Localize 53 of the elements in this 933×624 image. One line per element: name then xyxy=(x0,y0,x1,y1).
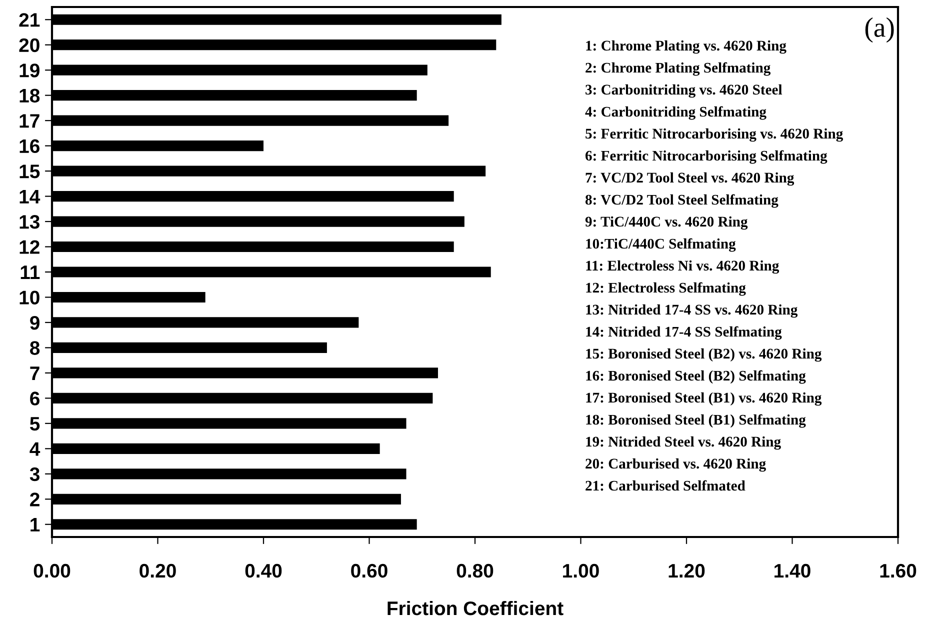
annotation: 1: Chrome Plating vs. 4620 Ring xyxy=(586,40,786,54)
y-tick-label: 10 xyxy=(20,290,40,304)
y-tick-label: 16 xyxy=(20,139,40,154)
x-tick-label: 1.60 xyxy=(880,564,916,578)
annotation: 10:TiC/440C Selfmating xyxy=(586,238,736,252)
x-tick-label: 0.00 xyxy=(34,564,70,578)
y-tick-label: 18 xyxy=(20,88,40,103)
y-tick-label: 17 xyxy=(20,114,40,128)
annotation: 4: Carbonitriding Selfmating xyxy=(585,106,766,120)
x-tick-label: 1.00 xyxy=(563,564,599,578)
annotation: 21: Carburised Selfmated xyxy=(586,480,746,491)
annotation: 12: Electroless Selfmating xyxy=(586,282,746,296)
annotation: 15: Boronised Steel (B2) vs. 4620 Ring xyxy=(586,348,822,362)
y-tick-label: 19 xyxy=(20,64,40,78)
y-tick-label: 3 xyxy=(30,467,40,482)
annotation: 11: Electroless Ni vs. 4620 Ring xyxy=(586,260,780,274)
y-tick-label: 13 xyxy=(20,214,40,229)
x-tick-label: 1.40 xyxy=(774,564,810,578)
y-tick-label: 14 xyxy=(20,190,40,204)
x-tick-label: 0.80 xyxy=(456,564,494,578)
annotation: 19: Nitrided Steel vs. 4620 Ring xyxy=(586,436,781,450)
y-tick-label: 21 xyxy=(19,13,40,27)
annotation: 5: Ferritic Nitrocarborising vs. 4620 Ring xyxy=(586,128,843,142)
y-tick-label: 7 xyxy=(30,366,40,380)
x-axis-title: Friction Coefficient xyxy=(388,600,564,616)
x-tick-label: 0.60 xyxy=(351,564,388,578)
annotation: 6: Ferritic Nitrocarborising Selfmating xyxy=(586,150,828,164)
annotation: 7: VC/D2 Tool Steel vs. 4620 Ring xyxy=(586,172,794,186)
annotation: 14: Nitrided 17-4 SS Selfmating xyxy=(586,326,782,340)
annotation: 13: Nitrided 17-4 SS vs. 4620 Ring xyxy=(586,304,798,318)
y-tick-label: 11 xyxy=(20,266,40,280)
y-tick-label: 6 xyxy=(30,392,40,406)
annotation: 17: Boronised Steel (B1) vs. 4620 Ring xyxy=(586,392,822,406)
annotation: 2: Chrome Plating Selfmating xyxy=(586,62,771,76)
x-tick-label: 0.40 xyxy=(245,564,282,578)
annotation: 18: Boronised Steel (B1) Selfmating xyxy=(586,414,806,428)
annotation: 20: Carburised vs. 4620 Ring xyxy=(586,458,766,472)
y-tick-label: 2 xyxy=(30,492,40,506)
y-tick-label: 12 xyxy=(20,240,40,254)
annotation: (a) xyxy=(865,17,894,43)
annotation: 9: TiC/440C vs. 4620 Ring xyxy=(585,216,748,230)
annotation: 16: Boronised Steel (B2) Selfmating xyxy=(586,370,806,384)
annotation: 3: Carbonitriding vs. 4620 Steel xyxy=(586,84,782,98)
y-tick-label: 9 xyxy=(30,316,40,330)
y-tick-label: 20 xyxy=(19,38,40,52)
y-tick-label: 15 xyxy=(20,164,40,178)
annotation: 8: VC/D2 Tool Steel Selfmating xyxy=(585,194,778,208)
x-tick-label: 1.20 xyxy=(668,564,705,578)
y-tick-label: 8 xyxy=(30,341,40,355)
x-tick-label: 0.20 xyxy=(140,564,176,578)
y-tick-label: 5 xyxy=(30,417,40,431)
y-tick-label: 4 xyxy=(30,442,40,456)
y-tick-label: 1 xyxy=(30,518,40,532)
